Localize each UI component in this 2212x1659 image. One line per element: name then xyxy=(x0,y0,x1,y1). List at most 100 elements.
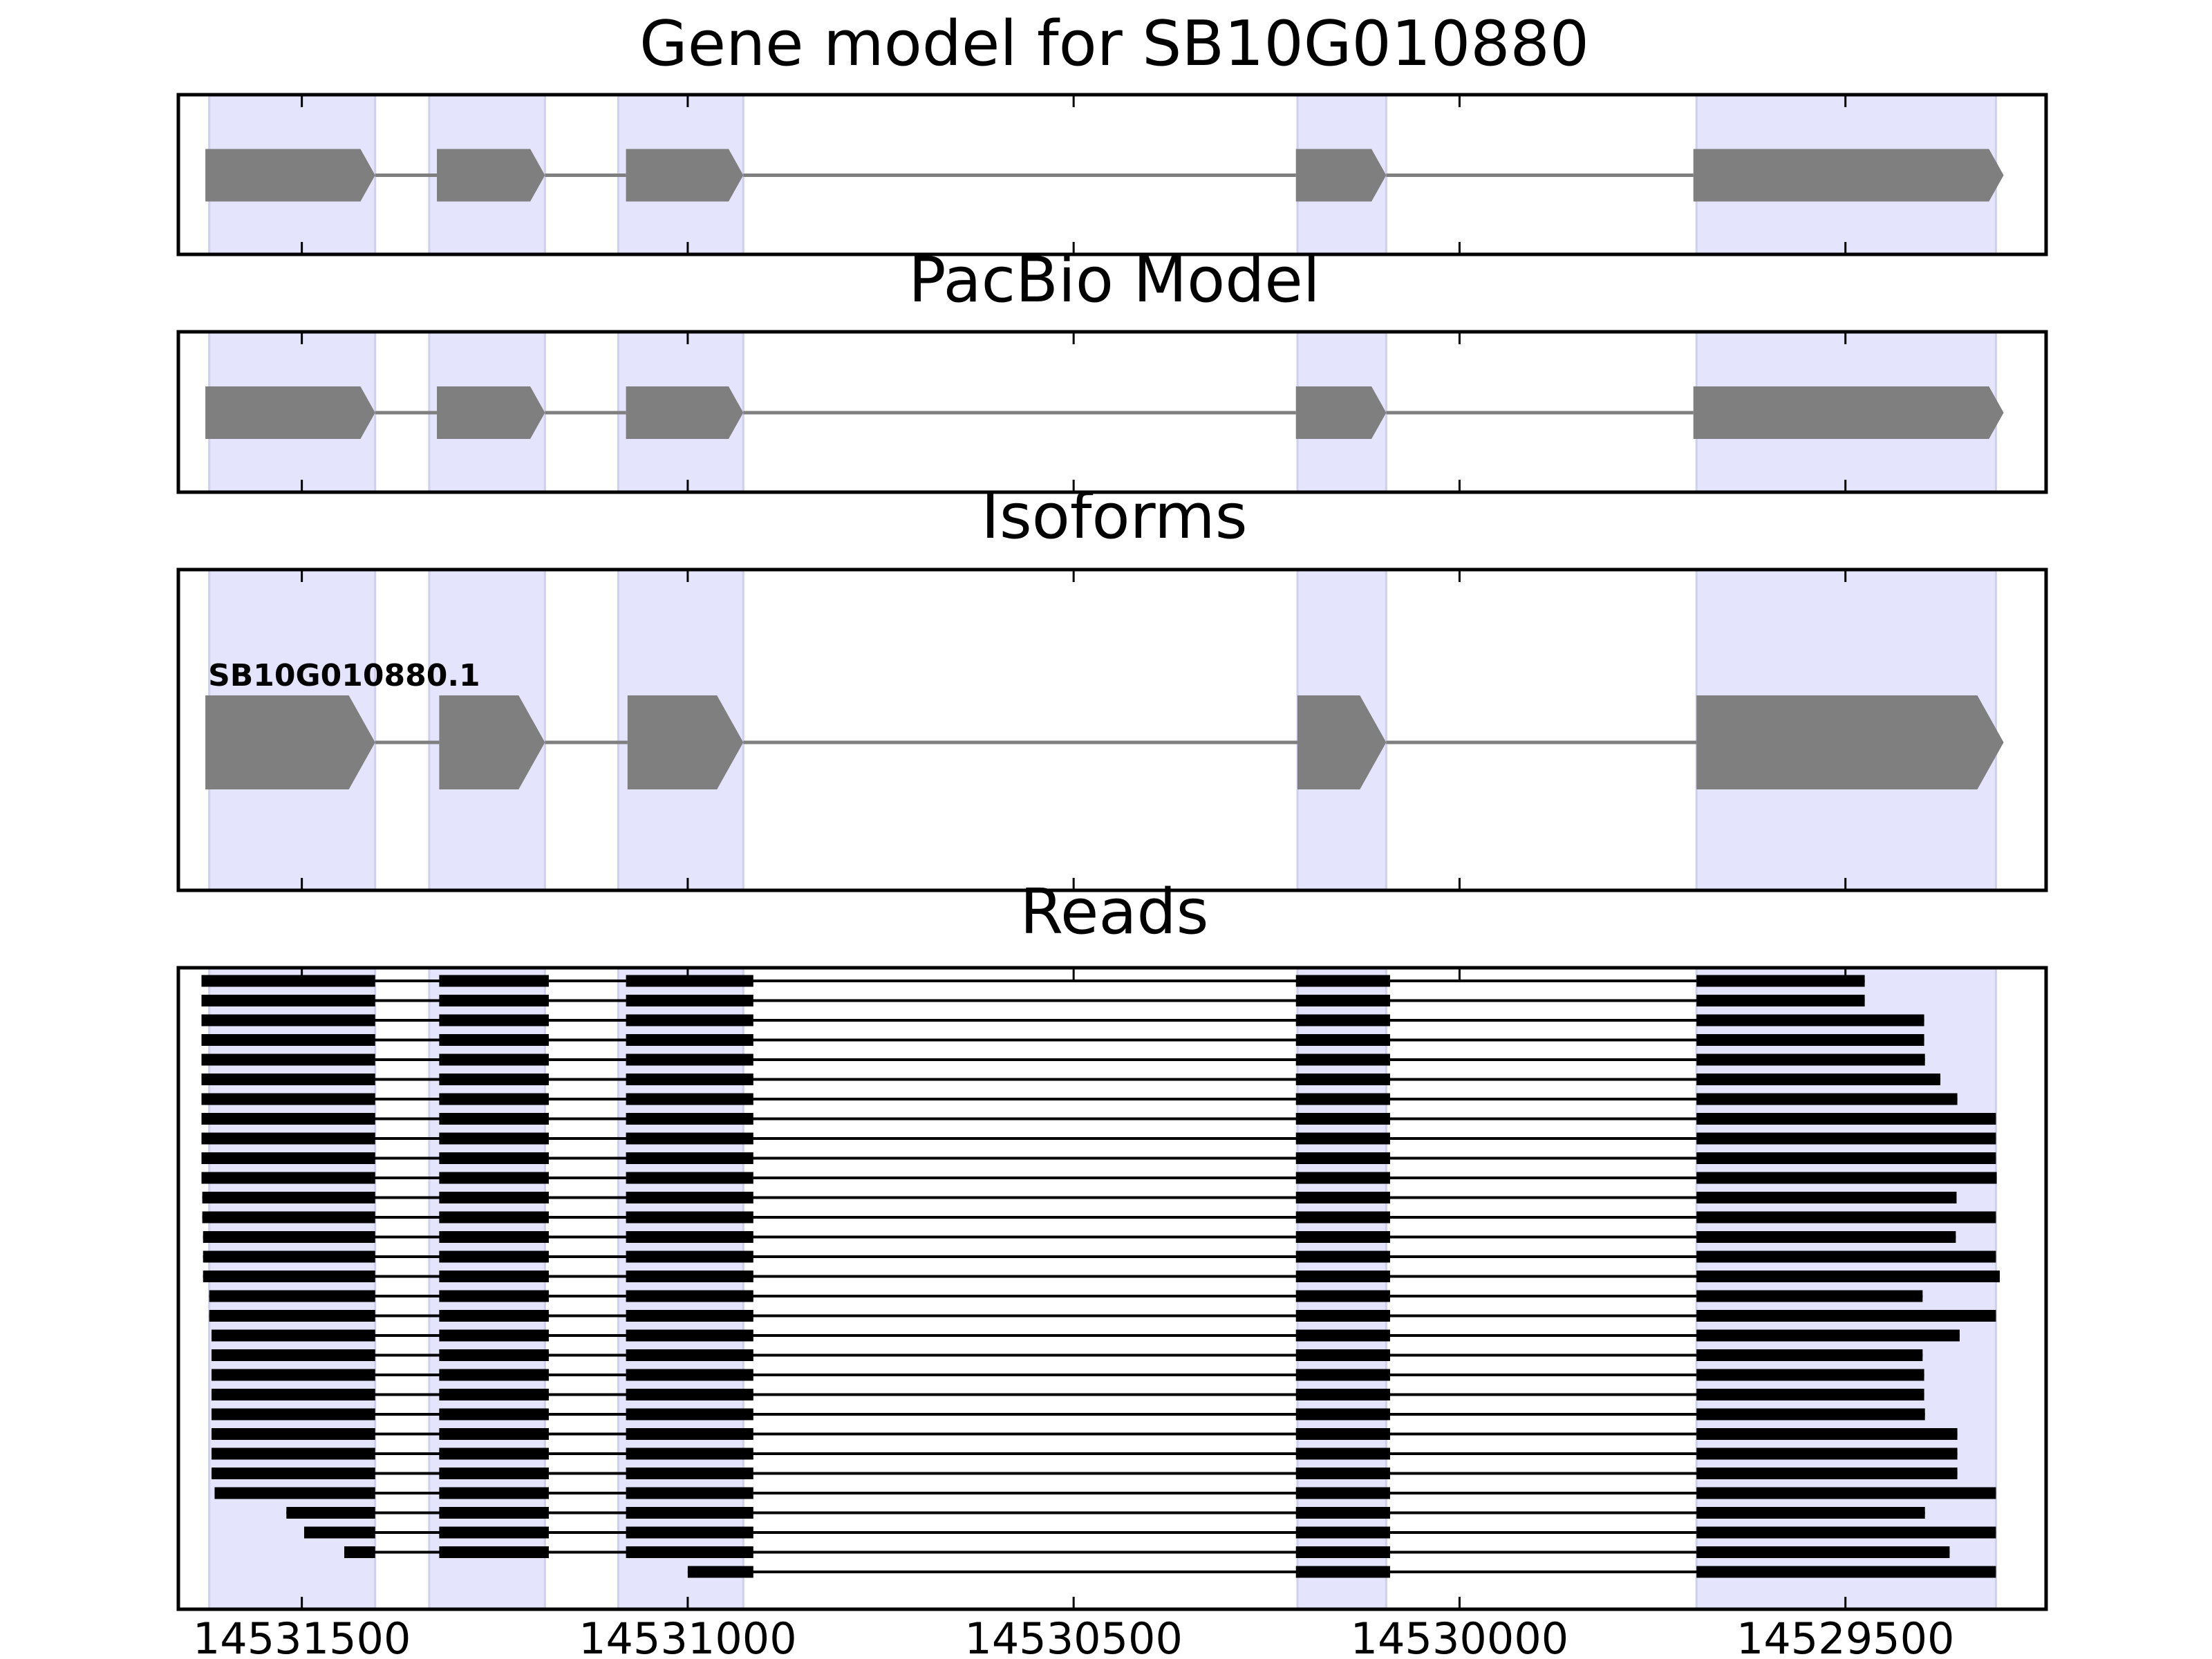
read-exon-block xyxy=(1696,1132,1996,1145)
gene-model-panel xyxy=(176,93,2048,256)
read-exon-block xyxy=(1295,1172,1390,1184)
read-exon-block xyxy=(1295,1566,1390,1578)
panel-frame xyxy=(176,93,2048,256)
read-exon-block xyxy=(1295,1152,1390,1164)
read-exon-block xyxy=(201,1014,375,1027)
read-exon-block xyxy=(1696,1074,1941,1085)
exon-block xyxy=(205,149,375,202)
read-exon-block xyxy=(1295,1526,1390,1539)
read-exon-block xyxy=(626,1014,753,1027)
read-exon-block xyxy=(439,975,549,987)
read-exon-block xyxy=(439,1250,549,1263)
read-exon-block xyxy=(1696,1053,1925,1066)
read-exon-block xyxy=(626,1053,753,1066)
read-exon-block xyxy=(212,1468,375,1479)
read-exon-block xyxy=(201,1113,375,1125)
read-exon-block xyxy=(1295,1408,1390,1421)
read-exon-block xyxy=(439,1192,549,1203)
read-exon-block xyxy=(1295,1468,1390,1479)
read-exon-block xyxy=(439,1053,549,1066)
read-exon-block xyxy=(1295,1211,1390,1224)
read-exon-block xyxy=(439,1447,549,1460)
read-exon-block xyxy=(201,1034,375,1046)
read-exon-block xyxy=(212,1369,375,1381)
read-exon-block xyxy=(201,1074,375,1085)
read-exon-block xyxy=(1696,1172,1997,1184)
read-exon-block xyxy=(212,1408,375,1421)
read-exon-block xyxy=(1696,1231,1956,1243)
read-exon-block xyxy=(439,1152,549,1164)
read-exon-block xyxy=(201,1172,375,1184)
exon-block xyxy=(627,695,744,789)
read-exon-block xyxy=(1295,1389,1390,1400)
read-exon-block xyxy=(1295,1014,1390,1027)
read-exon-block xyxy=(687,1566,753,1578)
read-exon-block xyxy=(439,1329,549,1342)
read-exon-block xyxy=(1295,1074,1390,1085)
read-exon-block xyxy=(626,1093,753,1105)
exon-block xyxy=(437,386,545,439)
read-exon-block xyxy=(1696,1468,1958,1479)
pacbio-model-panel xyxy=(176,330,2048,494)
read-exon-block xyxy=(209,1290,375,1302)
read-exon-block xyxy=(1295,1034,1390,1046)
read-exon-block xyxy=(1696,1507,1925,1519)
read-exon-block xyxy=(1295,1546,1390,1558)
read-exon-block xyxy=(1696,1113,1996,1125)
read-exon-block xyxy=(1696,975,1865,987)
read-exon-block xyxy=(626,1074,753,1085)
read-exon-block xyxy=(626,1447,753,1460)
read-exon-block xyxy=(1696,1428,1958,1440)
read-exon-block xyxy=(626,1250,753,1263)
read-exon-block xyxy=(214,1487,375,1499)
read-exon-block xyxy=(439,1211,549,1224)
read-exon-block xyxy=(626,995,753,1006)
exon-block xyxy=(205,695,375,789)
read-exon-block xyxy=(201,975,375,987)
read-exon-block xyxy=(1696,1389,1924,1400)
read-exon-block xyxy=(1295,1231,1390,1243)
reads-panel xyxy=(176,966,2048,1611)
read-exon-block xyxy=(626,1271,753,1282)
read-exon-block xyxy=(626,1310,753,1322)
read-exon-block xyxy=(1696,1566,1996,1578)
read-exon-block xyxy=(212,1447,375,1460)
read-exon-block xyxy=(626,1526,753,1539)
read-exon-block xyxy=(626,1408,753,1421)
exon-block xyxy=(1295,386,1387,439)
read-exon-block xyxy=(1696,1034,1924,1046)
read-exon-block xyxy=(626,1172,753,1184)
read-exon-block xyxy=(626,1329,753,1342)
read-exon-block xyxy=(439,1113,549,1125)
read-exon-block xyxy=(626,1349,753,1361)
read-exon-block xyxy=(1295,1447,1390,1460)
read-exon-block xyxy=(1696,1152,1996,1164)
read-exon-block xyxy=(1696,995,1865,1006)
read-exon-block xyxy=(1696,1310,1996,1322)
read-exon-block xyxy=(626,975,753,987)
read-exon-block xyxy=(626,1034,753,1046)
exon-block xyxy=(205,386,375,439)
read-exon-block xyxy=(626,1389,753,1400)
exon-block xyxy=(1297,695,1387,789)
read-exon-block xyxy=(1295,1192,1390,1203)
read-exon-block xyxy=(1295,1290,1390,1302)
exon-block xyxy=(1295,149,1387,202)
read-exon-block xyxy=(1295,995,1390,1006)
read-exon-block xyxy=(1696,1211,1996,1224)
read-exon-block xyxy=(1295,1113,1390,1125)
read-exon-block xyxy=(201,1053,375,1066)
read-exon-block xyxy=(626,1132,753,1145)
read-exon-block xyxy=(209,1310,375,1322)
read-exon-block xyxy=(626,1211,753,1224)
read-exon-block xyxy=(1295,1053,1390,1066)
read-exon-block xyxy=(439,1507,549,1519)
read-exon-block xyxy=(626,1152,753,1164)
read-exon-block xyxy=(201,995,375,1006)
read-exon-block xyxy=(202,1192,375,1203)
read-exon-block xyxy=(626,1192,753,1203)
read-exon-block xyxy=(1295,1349,1390,1361)
read-exon-block xyxy=(439,1369,549,1381)
read-exon-block xyxy=(1696,1014,1924,1027)
